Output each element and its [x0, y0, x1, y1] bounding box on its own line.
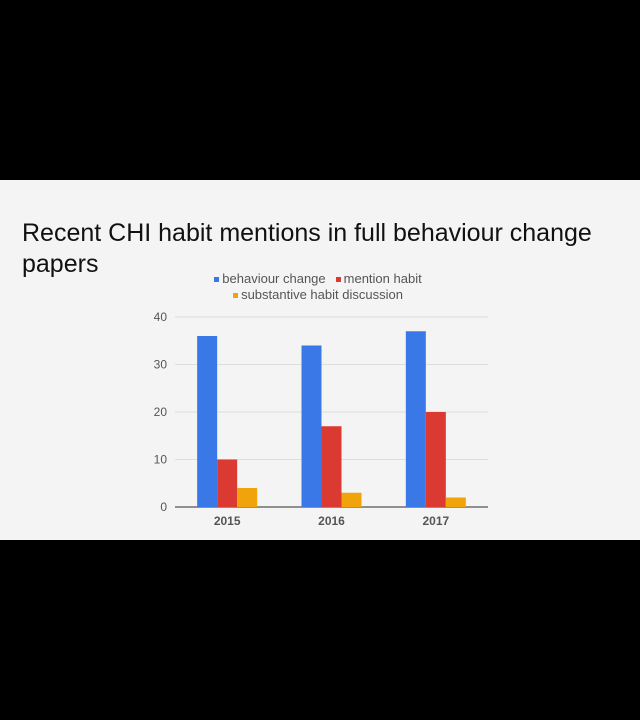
x-category-label: 2015 [214, 514, 241, 528]
legend-swatch-mention-habit [335, 276, 341, 282]
y-tick-label: 30 [154, 358, 168, 372]
legend-item-mention-habit: mention habit [335, 271, 422, 287]
bar-mention-habit-2015 [217, 459, 238, 507]
slide-title: Recent CHI habit mentions in full behavi… [22, 219, 592, 278]
y-tick-label: 0 [160, 500, 167, 514]
legend-label-mention-habit: mention habit [343, 271, 422, 286]
y-tick-label: 20 [154, 405, 168, 419]
y-tick-label: 40 [154, 310, 168, 324]
legend-swatch-behaviour-change [214, 276, 220, 282]
bar-behaviour-change-2015 [197, 336, 218, 507]
legend-row-1: behaviour change mention habit [150, 271, 486, 287]
bar-substantive-habit-discussion-2015 [237, 488, 258, 507]
legend-item-substantive-habit-discussion: substantive habit discussion [233, 287, 403, 303]
y-tick-label: 10 [154, 453, 168, 467]
bar-substantive-habit-discussion-2016 [341, 492, 362, 507]
y-axis-ticks: 0 10 20 30 40 [154, 310, 168, 514]
bar-behaviour-change-2017 [405, 331, 426, 507]
legend-label-substantive-habit-discussion: substantive habit discussion [241, 287, 403, 302]
x-category-label: 2016 [318, 514, 345, 528]
bar-substantive-habit-discussion-2017 [445, 497, 466, 507]
bars [197, 331, 466, 507]
legend-swatch-substantive-habit-discussion [233, 292, 239, 298]
chart-legend: behaviour change mention habit substanti… [150, 271, 486, 303]
legend-label-behaviour-change: behaviour change [222, 271, 326, 286]
bar-mention-habit-2016 [321, 426, 342, 507]
bar-mention-habit-2017 [425, 412, 446, 507]
legend-row-2: substantive habit discussion [150, 287, 486, 303]
bar-chart: 0 10 20 30 40 2015 2016 2017 [154, 310, 488, 528]
bar-behaviour-change-2016 [301, 345, 322, 507]
slide: Recent CHI habit mentions in full behavi… [0, 180, 640, 540]
legend-item-behaviour-change: behaviour change [214, 271, 326, 287]
x-axis-labels: 2015 2016 2017 [214, 514, 450, 528]
x-category-label: 2017 [422, 514, 449, 528]
